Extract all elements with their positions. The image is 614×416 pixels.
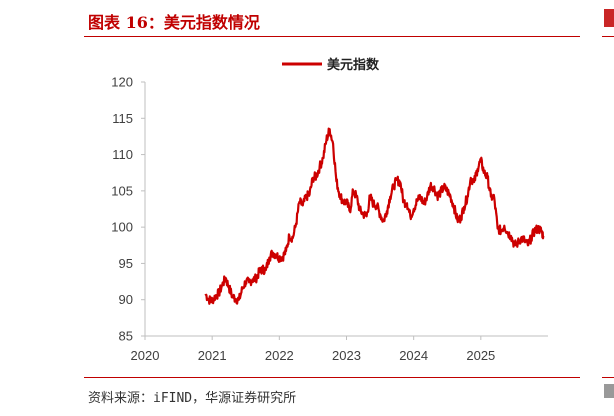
x-tick-label: 2023 xyxy=(332,348,361,363)
y-tick-label: 110 xyxy=(112,147,133,162)
y-tick-label: 100 xyxy=(111,220,133,235)
y-tick-label: 95 xyxy=(119,256,133,271)
legend-label: 美元指数 xyxy=(327,57,380,73)
legend: 美元指数 xyxy=(282,57,380,73)
top-rule-right xyxy=(602,36,614,37)
x-tick-label: 2021 xyxy=(198,348,227,363)
y-tick-label: 90 xyxy=(119,292,133,307)
next-panel-source-fragment xyxy=(604,384,614,398)
y-tick-label: 85 xyxy=(119,329,133,344)
bottom-rule-right xyxy=(602,377,614,378)
y-axis: 85 90 95 100 105 110 115 120 xyxy=(111,75,146,344)
series-line-0 xyxy=(204,127,545,305)
y-tick-label: 105 xyxy=(111,183,133,198)
y-tick-label: 115 xyxy=(112,111,133,126)
source-note: 资料来源：iFIND，华源证券研究所 xyxy=(88,391,297,406)
x-axis: 2020 2021 2022 2023 2024 2025 xyxy=(131,335,548,363)
x-tick-label: 2020 xyxy=(131,348,160,363)
top-rule xyxy=(84,36,580,37)
series-layer xyxy=(204,127,545,305)
bottom-rule xyxy=(84,377,580,378)
next-panel-title-fragment xyxy=(604,9,614,27)
x-tick-label: 2022 xyxy=(265,348,294,363)
y-tick-label: 120 xyxy=(111,75,133,90)
chart-title: 图表 16：美元指数情况 xyxy=(88,13,260,32)
x-tick-label: 2025 xyxy=(466,348,495,363)
x-tick-label: 2024 xyxy=(399,348,428,363)
